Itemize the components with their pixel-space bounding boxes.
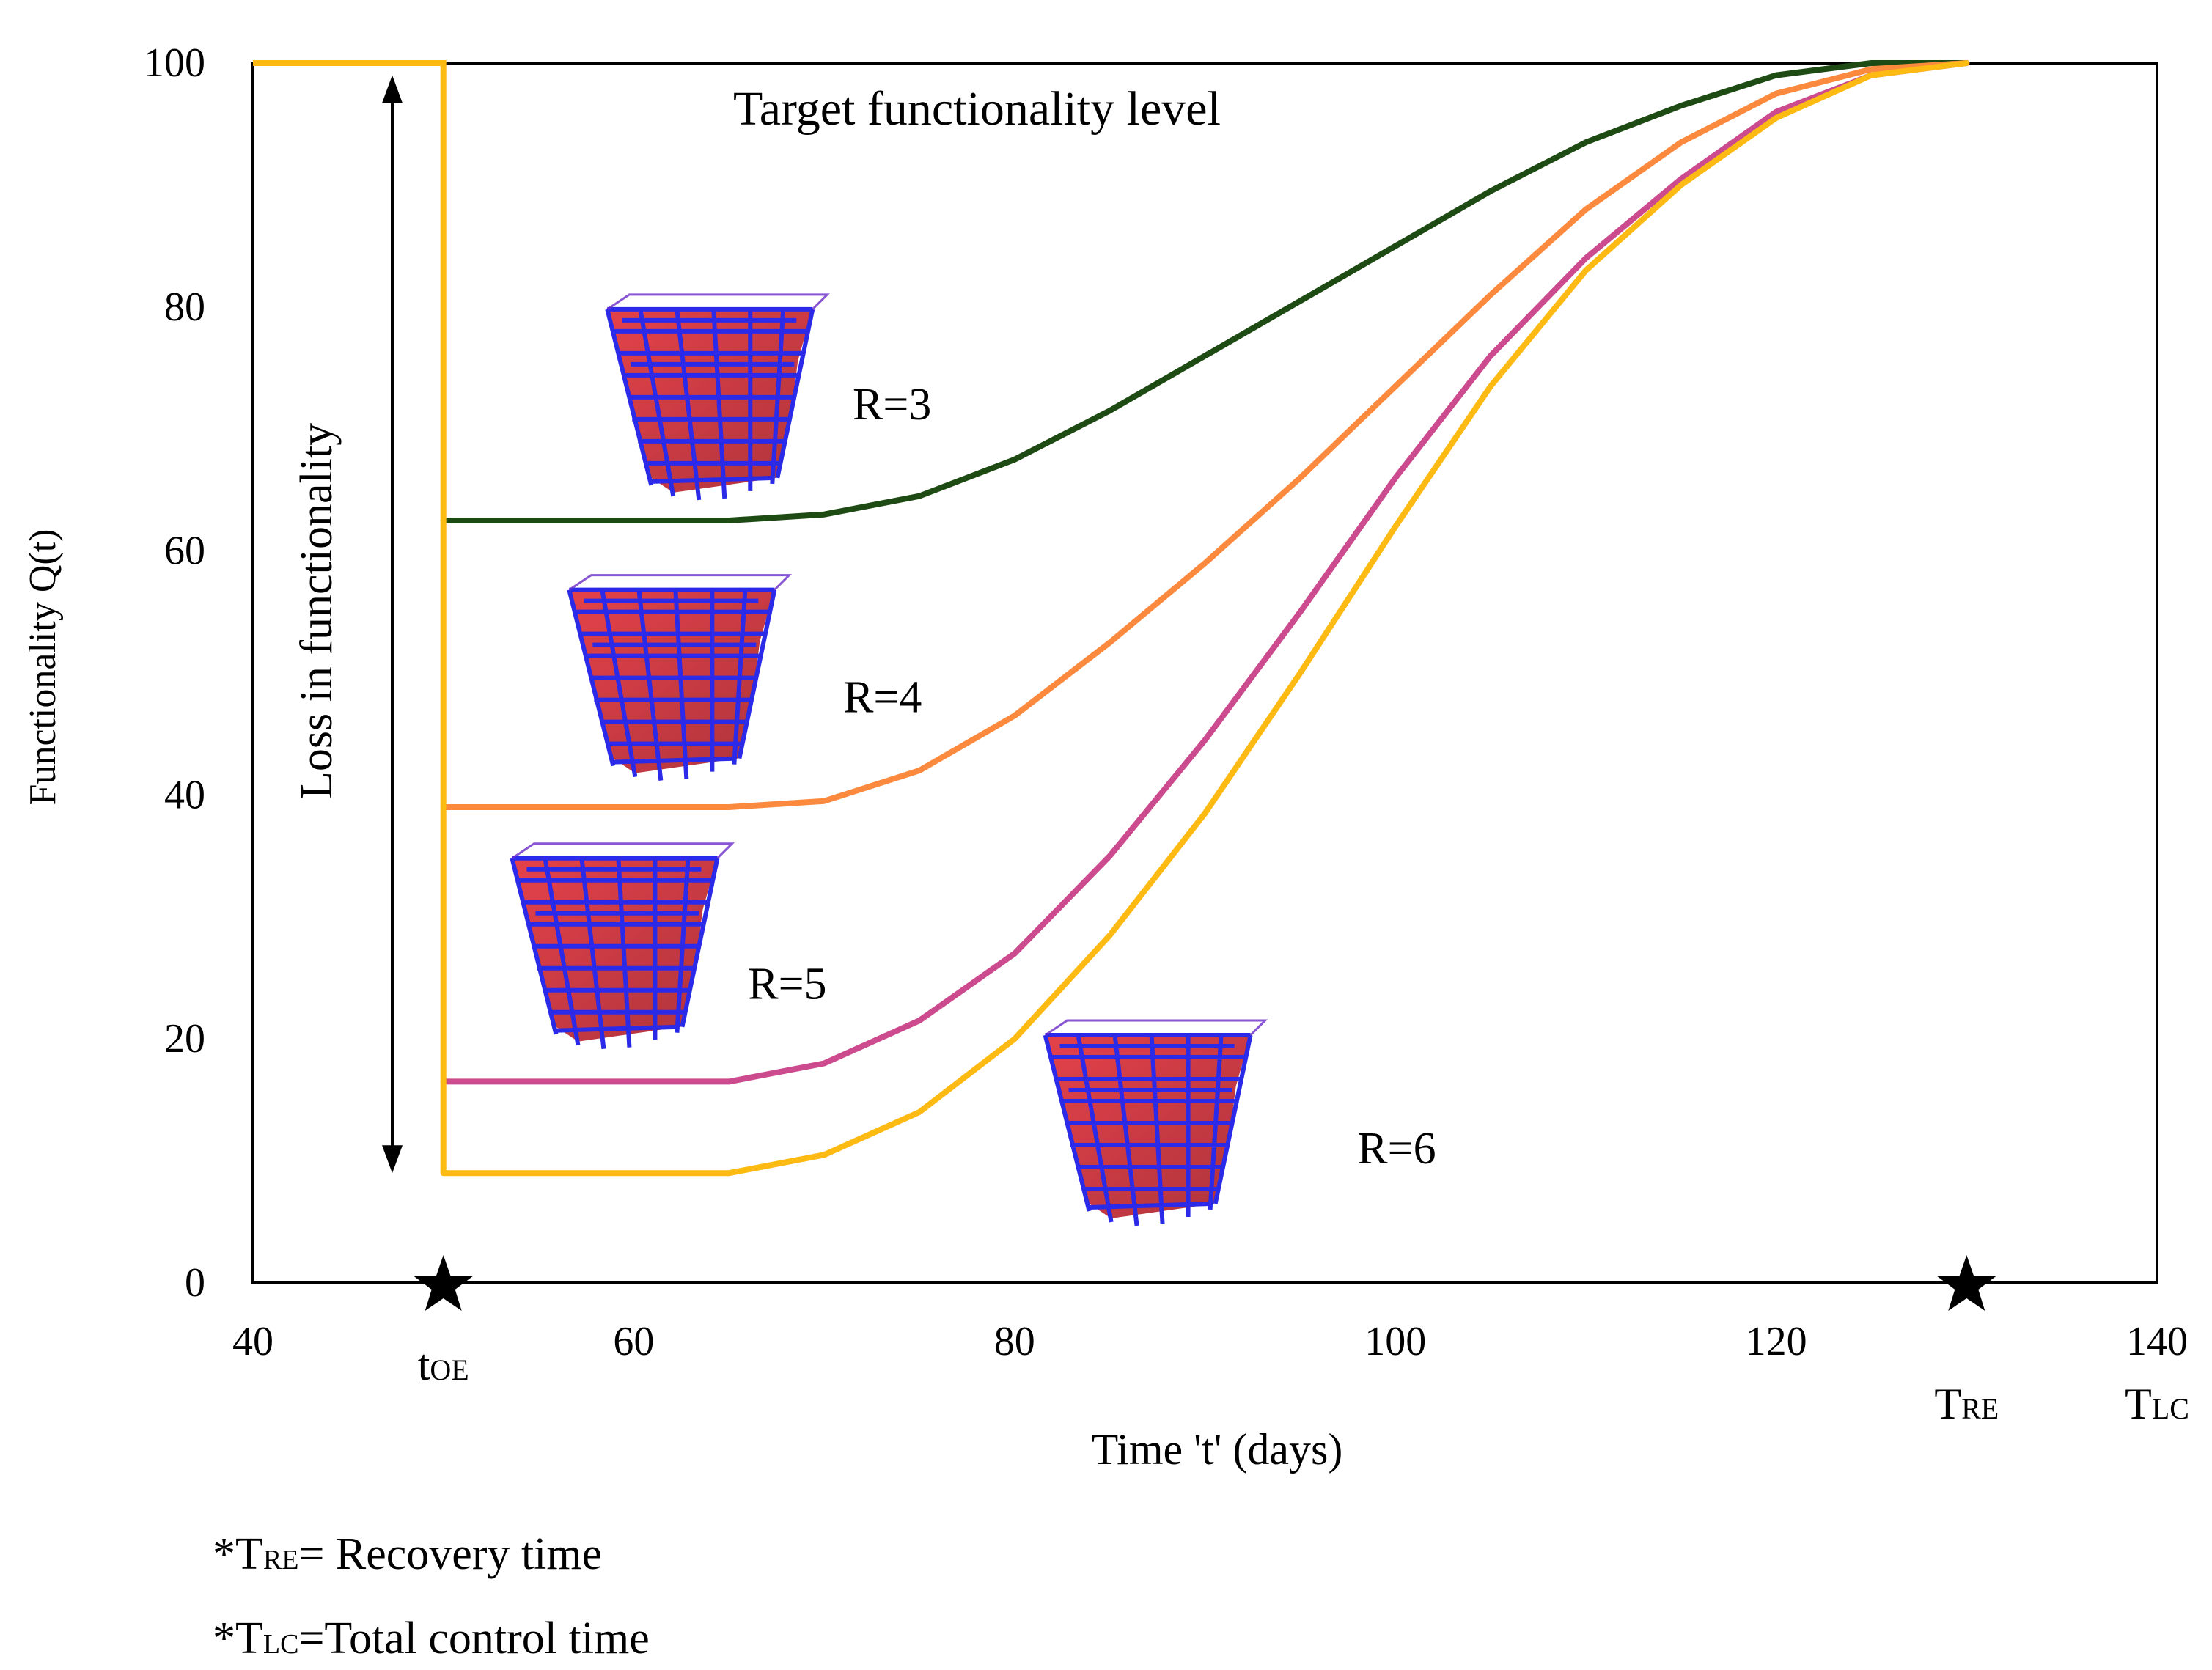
y-tick-label: 20: [164, 1016, 205, 1062]
y-tick-label: 60: [164, 529, 205, 574]
x-tick-label: 140: [2126, 1319, 2188, 1364]
loss-in-functionality-label: Loss in functionality: [292, 423, 342, 799]
footnote-recovery-time: *TRE= Recovery time: [213, 1529, 602, 1581]
event-markers: tOE TRE TLC: [414, 1255, 2189, 1428]
pre-event-and-drop-line: [253, 60, 447, 1174]
footnote-text: =Total control time: [298, 1614, 650, 1663]
footnote-subscript: LC: [262, 1629, 299, 1660]
series-line: [440, 60, 1970, 523]
event-marker-label: TRE: [1934, 1380, 1999, 1428]
series-label: R=4: [843, 672, 922, 722]
loss-arrow-head-top: [382, 75, 403, 103]
loss-arrow-head-bottom: [382, 1145, 403, 1174]
building-icon: [1046, 1020, 1265, 1226]
building-icon: [607, 295, 827, 500]
x-tick-label: 40: [232, 1319, 273, 1364]
series-lines: [440, 60, 1970, 1177]
event-star-marker: [414, 1255, 473, 1311]
y-axis-label: Functionality Q(t): [22, 529, 64, 806]
y-tick-label: 0: [185, 1260, 205, 1306]
x-tick-label: 60: [613, 1319, 654, 1364]
event-marker-label: tOE: [418, 1341, 469, 1389]
x-tick-label: 100: [1364, 1319, 1426, 1364]
event-star-marker: [1937, 1255, 1996, 1311]
series-label: R=6: [1357, 1124, 1436, 1174]
building-icon: [512, 844, 732, 1049]
series-line: [440, 60, 1970, 1177]
footnote-total-control-time: *TLC=Total control time: [213, 1613, 650, 1665]
footnote-prefix: *T: [213, 1614, 263, 1663]
building-icon: [569, 575, 789, 781]
y-tick-label: 40: [164, 772, 205, 817]
footnote-prefix: *T: [213, 1529, 263, 1579]
series-line: [440, 60, 1970, 1085]
x-axis-ticks: 40 60 80 100 120 140: [232, 1319, 2188, 1364]
building-icons: [512, 295, 1265, 1226]
series-labels: R=3 R=4 R=5 R=6: [748, 380, 1436, 1174]
series-line: [440, 60, 1970, 810]
footnote-subscript: RE: [262, 1545, 299, 1575]
x-tick-label: 120: [1746, 1319, 1807, 1364]
series-label: R=3: [853, 380, 931, 430]
plot-area-frame: [251, 62, 2158, 1284]
y-tick-label: 100: [144, 40, 205, 86]
x-axis-label: Time 't' (days): [1092, 1425, 1343, 1474]
target-functionality-label: Target functionality level: [733, 82, 1221, 136]
initial-drop-line: [253, 60, 447, 1174]
y-tick-label: 80: [164, 284, 205, 330]
x-tick-label: 80: [994, 1319, 1035, 1364]
footnote-text: = Recovery time: [298, 1529, 603, 1579]
y-axis-ticks: 0 20 40 60 80 100: [144, 40, 205, 1306]
loss-arrow: [382, 75, 403, 1174]
event-marker-label: TLC: [2125, 1380, 2189, 1428]
series-label: R=5: [748, 959, 826, 1009]
